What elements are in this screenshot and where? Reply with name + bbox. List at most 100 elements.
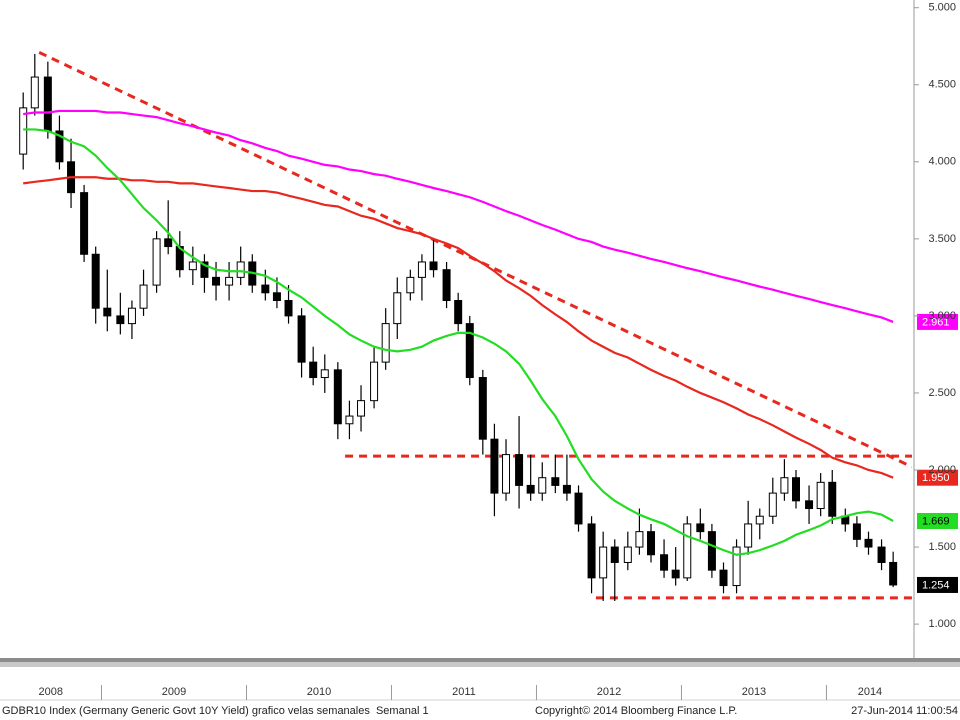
candle-body xyxy=(538,477,547,494)
candle-body xyxy=(732,546,741,587)
candle-body xyxy=(889,561,898,586)
candle-body xyxy=(417,261,426,278)
candle-body xyxy=(284,299,293,317)
candle-body xyxy=(647,531,656,556)
y-tick-label: 4.000 xyxy=(928,156,956,168)
y-tick-label: 1.500 xyxy=(928,541,956,553)
candle-body xyxy=(212,276,221,286)
y-tick-label: 3.000 xyxy=(928,310,956,322)
last-value-box xyxy=(917,576,958,593)
candle-body xyxy=(610,546,619,563)
candle-body xyxy=(272,292,281,301)
candle-body xyxy=(19,107,28,155)
candle-body xyxy=(719,569,728,587)
candle-body xyxy=(623,546,632,563)
moving-average-line xyxy=(23,128,894,556)
candle-body xyxy=(780,477,789,494)
footer-right: 27-Jun-2014 11:00:54 xyxy=(851,705,958,717)
candle-body xyxy=(442,269,451,301)
candle-body xyxy=(55,130,64,163)
candle-body xyxy=(828,481,837,517)
moving-average-line xyxy=(23,109,894,323)
candle-body xyxy=(80,192,89,255)
last-value-label: 2.961 xyxy=(922,316,950,328)
candle-body xyxy=(91,253,100,309)
candle-body xyxy=(139,284,148,309)
x-tick-label: 2008 xyxy=(39,686,63,698)
candle-body xyxy=(502,454,511,494)
candle-body xyxy=(768,492,777,517)
x-tick-label: 2010 xyxy=(307,686,331,698)
y-tick-label: 1.000 xyxy=(928,618,956,630)
y-tick-label: 2.500 xyxy=(928,387,956,399)
last-value-box xyxy=(917,469,958,486)
y-tick-label: 5.000 xyxy=(928,2,956,14)
candle-body xyxy=(236,261,245,278)
candle-body xyxy=(261,284,270,294)
axis-band-dark xyxy=(0,658,960,662)
candle-body xyxy=(816,481,825,510)
candle-body xyxy=(370,361,379,402)
candle-body xyxy=(696,523,705,533)
candle-body xyxy=(30,76,39,109)
candle-body xyxy=(116,315,125,325)
candle-body xyxy=(333,369,342,425)
x-tick-label: 2011 xyxy=(452,686,476,698)
candle-body xyxy=(526,484,535,494)
candle-body xyxy=(393,292,402,325)
last-value-label: 1.254 xyxy=(922,579,950,591)
candle-body xyxy=(357,400,366,417)
last-value-label: 1.669 xyxy=(922,515,950,527)
y-tick-label: 4.500 xyxy=(928,79,956,91)
candle-body xyxy=(127,307,136,325)
y-tick-label: 2.000 xyxy=(928,464,956,476)
last-value-box xyxy=(917,513,958,530)
candle-body xyxy=(164,238,173,248)
plot-area xyxy=(19,51,912,601)
candle-body xyxy=(309,361,318,379)
last-value-label: 1.950 xyxy=(922,472,950,484)
moving-average-line xyxy=(23,176,894,479)
candle-body xyxy=(587,523,596,579)
candle-body xyxy=(635,531,644,548)
candle-body xyxy=(454,299,463,325)
candle-body xyxy=(551,477,560,486)
candle-body xyxy=(660,554,669,571)
candle-body xyxy=(225,276,234,286)
candle-body xyxy=(43,76,52,132)
candle-body xyxy=(429,261,438,271)
candle-body xyxy=(683,523,692,579)
candle-body xyxy=(103,307,112,317)
axis-band-light xyxy=(0,662,960,667)
footer-left: GDBR10 Index (Germany Generic Govt 10Y Y… xyxy=(2,705,429,717)
candle-body xyxy=(465,323,474,379)
candle-body xyxy=(792,477,801,502)
candle-body xyxy=(406,276,415,294)
candle-body xyxy=(744,523,753,548)
candle-body xyxy=(320,369,329,379)
x-tick-label: 2014 xyxy=(858,686,882,698)
candle-body xyxy=(152,238,161,286)
candle-body xyxy=(188,261,197,271)
x-tick-label: 2013 xyxy=(742,686,766,698)
candle-body xyxy=(381,323,390,363)
last-value-box xyxy=(917,313,958,330)
candle-body xyxy=(755,515,764,525)
candle-body xyxy=(562,484,571,494)
candle-body xyxy=(345,415,354,425)
candle-body xyxy=(599,546,608,579)
candle-body xyxy=(852,523,861,540)
x-tick-label: 2012 xyxy=(597,686,621,698)
candle-body xyxy=(574,492,583,525)
x-tick-label: 2009 xyxy=(162,686,186,698)
candle-body xyxy=(200,261,209,278)
candle-body xyxy=(478,377,487,440)
candle-body xyxy=(707,531,716,571)
candle-body xyxy=(490,438,499,494)
y-tick-label: 3.500 xyxy=(928,233,956,245)
footer-center: Copyright© 2014 Bloomberg Finance L.P. xyxy=(535,705,737,717)
candle-body xyxy=(515,454,524,486)
